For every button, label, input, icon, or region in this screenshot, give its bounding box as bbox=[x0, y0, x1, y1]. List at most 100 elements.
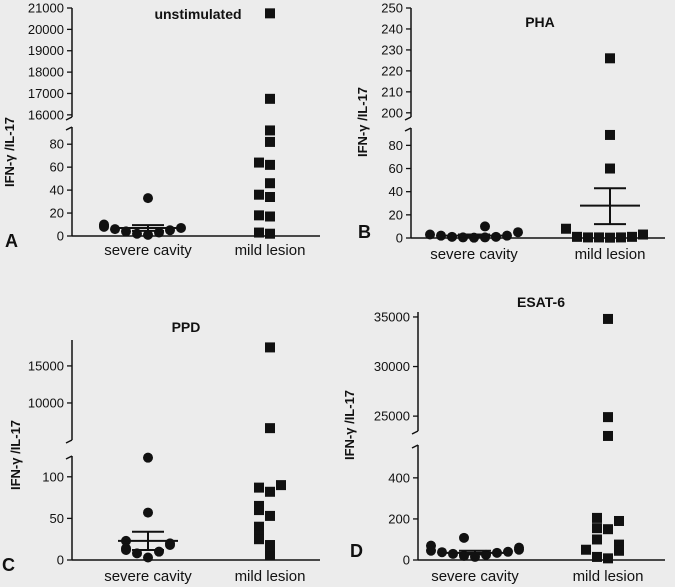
panel-a-axis-break bbox=[65, 116, 73, 131]
panel-d-mild-lesion-point bbox=[603, 524, 613, 535]
panel-d-axis-break bbox=[411, 430, 419, 449]
panel-a-y-tick-label: 80 bbox=[50, 137, 64, 152]
panel-a-mild-lesion-point bbox=[265, 8, 275, 19]
panel-c-y-tick-label: 100 bbox=[42, 469, 64, 484]
panel-a-y-tick-label: 18000 bbox=[28, 65, 64, 80]
panel-a-severe-cavity-point bbox=[176, 222, 186, 233]
panel-a: unstimulated A IFN-γ /IL-17 severe cavit… bbox=[2, 1, 320, 259]
panel-d-severe-cavity-point bbox=[503, 546, 513, 557]
panel-a-y-tick-label: 17000 bbox=[28, 86, 64, 101]
panel-d-mild-lesion-point bbox=[614, 515, 624, 526]
panel-c-mild-lesion-point bbox=[265, 550, 275, 561]
panel-b-y-tick-label: 60 bbox=[389, 161, 403, 176]
panel-d-mild-lesion-point bbox=[603, 553, 613, 564]
panel-d-mild-lesion-point bbox=[592, 551, 602, 562]
panel-d-mild-lesion-point bbox=[592, 523, 602, 534]
panel-c-y-tick-label: 50 bbox=[50, 511, 64, 526]
panel-a-title: unstimulated bbox=[154, 6, 241, 22]
panel-b-y-tick-label: 240 bbox=[381, 21, 403, 36]
panel-a-severe-cavity-point bbox=[143, 193, 153, 204]
panel-b-mild-lesion-point bbox=[583, 232, 593, 243]
panel-a-y-tick-label: 0 bbox=[57, 229, 64, 244]
panel-d-severe-cavity-point bbox=[514, 544, 524, 555]
panel-b-mild-lesion-point bbox=[605, 163, 615, 174]
panel-c-y-axis-label: IFN-γ /IL-17 bbox=[8, 420, 23, 490]
panel-b-mild-lesion-point bbox=[594, 232, 604, 243]
panel-d-title: ESAT-6 bbox=[517, 294, 565, 310]
panel-d-mild-lesion-point bbox=[603, 430, 613, 441]
panel-b-mild-lesion-point bbox=[572, 231, 582, 242]
panel-c-severe-cavity-point bbox=[143, 507, 153, 518]
panel-c-severe-cavity-point bbox=[143, 552, 153, 563]
panel-c-mild-lesion-point bbox=[265, 423, 275, 434]
panel-c-severe-cavity-point bbox=[154, 546, 164, 557]
panel-c-mild-lesion-point bbox=[265, 510, 275, 521]
panel-c-mild-lesion-point bbox=[265, 486, 275, 497]
panel-c-letter: C bbox=[2, 555, 15, 575]
panel-c-mild-lesion-point bbox=[265, 540, 275, 551]
panel-c-y-tick-label: 0 bbox=[57, 553, 64, 568]
panel-c-y-tick-label: 10000 bbox=[28, 395, 64, 410]
panel-b-mild-lesion-point bbox=[605, 232, 615, 243]
panel-a-severe-cavity-point bbox=[154, 227, 164, 238]
panel-b-y-tick-label: 80 bbox=[389, 138, 403, 153]
panel-d-severe-cavity-point bbox=[426, 545, 436, 556]
panel-a-mild-lesion-point bbox=[265, 228, 275, 239]
panel-a-y-tick-label: 20000 bbox=[28, 22, 64, 37]
panel-a-mild-lesion-point bbox=[265, 178, 275, 189]
panel-d-mild-lesion-point bbox=[592, 512, 602, 523]
panel-b-axis-break bbox=[404, 116, 412, 132]
panel-c-mild-lesion-point bbox=[276, 480, 286, 491]
panel-a-category-mild-lesion: mild lesion bbox=[235, 242, 306, 259]
panel-c-title: PPD bbox=[172, 319, 201, 335]
panel-a-mild-lesion-point bbox=[254, 157, 264, 168]
panel-a-severe-cavity-point bbox=[165, 225, 175, 236]
panel-d-y-tick-label: 0 bbox=[403, 553, 410, 568]
panel-b-mild-lesion-point bbox=[605, 129, 615, 140]
panel-b-y-tick-label: 200 bbox=[381, 105, 403, 120]
panel-c-category-mild-lesion: mild lesion bbox=[235, 568, 306, 585]
panel-a-y-tick-label: 60 bbox=[50, 160, 64, 175]
panel-d-y-tick-label: 30000 bbox=[374, 359, 410, 374]
panel-d-mild-lesion-point bbox=[603, 313, 613, 324]
panel-d-severe-cavity-point bbox=[437, 547, 447, 558]
panel-a-mild-lesion-point bbox=[254, 227, 264, 238]
panel-c-severe-cavity-point bbox=[121, 545, 131, 556]
panel-c-y-tick-label: 15000 bbox=[28, 358, 64, 373]
panel-a-y-tick-label: 16000 bbox=[28, 107, 64, 122]
panel-b-severe-cavity-point bbox=[425, 229, 435, 240]
panel-c: PPD C IFN-γ /IL-17 severe cavity mild le… bbox=[2, 319, 320, 585]
panel-d-y-tick-label: 25000 bbox=[374, 409, 410, 424]
panel-a-y-tick-label: 20 bbox=[50, 206, 64, 221]
panel-b-mild-lesion-point bbox=[627, 231, 637, 242]
panel-a-mild-lesion-point bbox=[265, 159, 275, 170]
panel-a-mild-lesion-point bbox=[265, 125, 275, 136]
panel-b-severe-cavity-point bbox=[436, 230, 446, 241]
panel-b-y-tick-label: 210 bbox=[381, 84, 403, 99]
panel-b-y-tick-label: 220 bbox=[381, 63, 403, 78]
panel-a-severe-cavity-point bbox=[99, 221, 109, 232]
panel-d-mild-lesion-point bbox=[581, 544, 591, 555]
panel-b-severe-cavity-point bbox=[502, 230, 512, 241]
panel-a-letter: A bbox=[5, 231, 18, 251]
panel-a-mild-lesion-point bbox=[265, 191, 275, 202]
panel-b-severe-cavity-point bbox=[447, 231, 457, 242]
panel-a-y-axis-label: IFN-γ /IL-17 bbox=[2, 117, 17, 187]
panel-b-severe-cavity-point bbox=[513, 227, 523, 238]
panel-d-letter: D bbox=[350, 541, 363, 561]
panel-d-mild-lesion-point bbox=[614, 539, 624, 550]
panel-b-letter: B bbox=[358, 222, 371, 242]
panel-a-mild-lesion-point bbox=[265, 93, 275, 104]
panel-a-severe-cavity-point bbox=[110, 224, 120, 235]
panel-c-mild-lesion-point bbox=[254, 521, 264, 532]
panel-d-y-axis-label: IFN-γ /IL-17 bbox=[342, 390, 357, 460]
panel-b-severe-cavity-point bbox=[491, 231, 501, 242]
panel-b-y-tick-label: 250 bbox=[381, 1, 403, 16]
panel-b: PHA B IFN-γ /IL-17 severe cavity mild le… bbox=[355, 1, 665, 263]
panel-c-severe-cavity-point bbox=[143, 452, 153, 463]
panel-b-mild-lesion-point bbox=[616, 232, 626, 243]
panel-a-mild-lesion-point bbox=[265, 211, 275, 222]
panel-a-category-severe-cavity: severe cavity bbox=[104, 242, 192, 259]
panel-a-mild-lesion-point bbox=[254, 189, 264, 200]
